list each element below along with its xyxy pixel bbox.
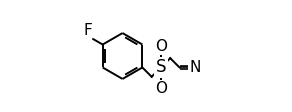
Text: N: N <box>189 60 201 75</box>
Text: O: O <box>155 81 167 96</box>
Text: O: O <box>155 39 167 54</box>
Text: S: S <box>156 58 166 76</box>
Text: F: F <box>84 23 93 38</box>
